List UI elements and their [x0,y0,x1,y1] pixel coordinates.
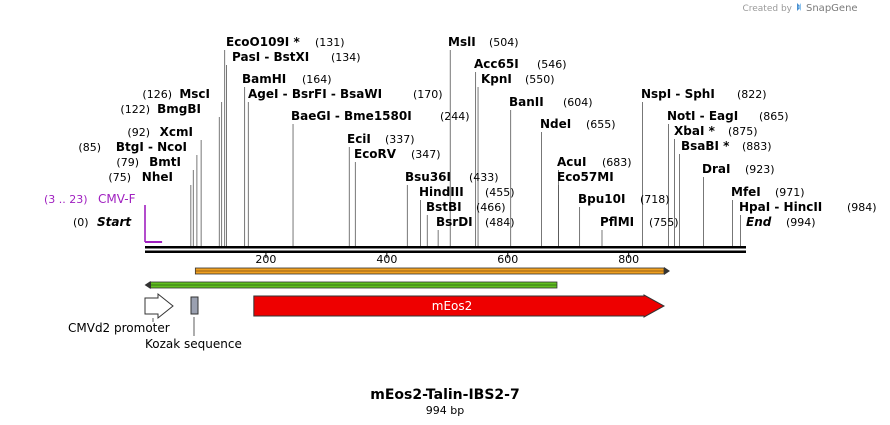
end-pos: (994) [786,216,816,229]
site-xbai-pos: (875) [728,125,758,138]
site-acui[interactable]: AcuI [557,155,586,169]
site-noti-pos: (865) [759,110,789,123]
tick-label-600: 600 [497,253,518,266]
watermark-prefix: Created by [742,4,792,14]
site-pflmi[interactable]: PflMI [600,215,634,229]
primer-mark[interactable] [144,205,163,243]
site-ndei-pos: (655) [586,118,616,131]
site-pflmi-pos: (755) [649,216,679,229]
site-eco57mi[interactable]: Eco57MI [557,170,614,184]
site-kpni[interactable]: KpnI [481,72,512,86]
site-bmti-pos: (79) [116,156,139,169]
map-length: 994 bp [426,404,464,417]
site-bsabi-pos: (883) [742,140,772,153]
site-bsrdi-pos: (484) [485,216,515,229]
site-drai[interactable]: DraI [702,162,730,176]
site-drai-pos: (923) [745,163,775,176]
kozak-label: Kozak sequence [145,337,242,351]
tick-label-800: 800 [618,253,639,266]
snapgene-logo-icon [797,3,801,11]
site-xbai[interactable]: XbaI * [674,124,716,138]
end-label: End [746,215,772,229]
ruler-ticks [265,253,630,258]
backbone-top-strand [145,246,746,249]
site-banii[interactable]: BanII [509,95,544,109]
site-hpai[interactable]: HpaI - HincII [739,200,822,214]
site-bsabi[interactable]: BsaBI * [681,139,730,153]
site-btgi-pos: (85) [78,141,101,154]
site-hindiii[interactable]: HindIII [419,185,464,199]
site-bamhi-pos: (164) [302,73,332,86]
site-bstbi-pos: (466) [476,201,506,214]
site-btgi[interactable]: BtgI - NcoI [116,140,187,154]
site-bstbi[interactable]: BstBI [426,200,462,214]
site-agei-pos: (170) [413,88,443,101]
site-noti[interactable]: NotI - EagI [667,109,738,123]
site-bpu10i[interactable]: Bpu10I [578,192,625,206]
site-bsu36i[interactable]: Bsu36I [405,170,451,184]
start-label: Start [97,215,132,229]
site-nhei-pos: (75) [108,171,131,184]
cmv-promoter-label: CMVd2 promoter [68,321,170,335]
cmv-promoter-arrow [144,292,174,320]
site-acc65i-pos: (546) [537,58,567,71]
meos2-label: mEos2 [432,299,473,313]
site-ecii[interactable]: EciI [347,132,371,146]
primer-name[interactable]: CMV-F [98,192,136,206]
site-ecoo109i-pos: (131) [315,36,345,49]
site-baegi[interactable]: BaeGI - Bme1580I [291,109,412,123]
site-ecoo109i[interactable]: EcoO109I * [226,35,300,49]
site-acui-pos: (683) [602,156,632,169]
site-hindiii-pos: (455) [485,186,515,199]
site-ecorv-pos: (347) [411,148,441,161]
site-bmgbi[interactable]: BmgBI [157,102,201,116]
site-xcmi-pos: (92) [127,126,150,139]
site-ecorv[interactable]: EcoRV [354,147,397,161]
site-bsrdi[interactable]: BsrDI [436,215,473,229]
site-banii-pos: (604) [563,96,593,109]
site-nspi[interactable]: NspI - SphI [641,87,715,101]
site-acc65i[interactable]: Acc65I [474,57,519,71]
watermark-brand: SnapGene [806,3,858,14]
site-bamhi[interactable]: BamHI [242,72,286,86]
site-agei[interactable]: AgeI - BsrFI - BsaWI [248,87,382,101]
site-msli-pos: (504) [489,36,519,49]
site-mfei-pos: (971) [775,186,805,199]
site-connectors [190,50,741,246]
site-pasi-bstxi-pos: (134) [331,51,361,64]
start-pos: (0) [73,216,89,229]
sequence-backbone [145,246,746,253]
orf-reverse-arrowhead [144,281,151,289]
site-bmgbi-pos: (122) [120,103,150,116]
site-mfei[interactable]: MfeI [731,185,761,199]
backbone-bottom-strand [145,250,746,253]
feature-track [144,292,666,336]
ruler-labels: 200 400 600 800 [255,253,639,266]
site-msci-pos: (126) [142,88,172,101]
site-bmti[interactable]: BmtI [149,155,181,169]
tick-label-200: 200 [255,253,276,266]
site-baegi-pos: (244) [440,110,470,123]
kozak-box [190,296,199,315]
site-labels: EcoO109I * (131) PasI - BstXI (134) BamH… [44,35,877,229]
site-bsu36i-pos: (433) [469,171,499,184]
site-nspi-pos: (822) [737,88,767,101]
orf-forward-arrowhead [664,267,670,275]
orf-tracks [144,267,670,289]
tick-label-400: 400 [376,253,397,266]
site-msci[interactable]: MscI [179,87,210,101]
primer-range: (3 .. 23) [44,193,88,206]
map-title: mEos2-Talin-IBS2-7 [370,387,519,403]
site-hpai-pos: (984) [847,201,877,214]
site-xcmi[interactable]: XcmI [160,125,193,139]
meos2-arrow [253,294,666,318]
site-nhei[interactable]: NheI [142,170,173,184]
site-bpu10i-pos: (718) [640,193,670,206]
site-msli[interactable]: MslI [448,35,476,49]
site-ecii-pos: (337) [385,133,415,146]
site-kpni-pos: (550) [525,73,555,86]
site-pasi-bstxi[interactable]: PasI - BstXI [232,50,309,64]
site-ndei[interactable]: NdeI [540,117,571,131]
